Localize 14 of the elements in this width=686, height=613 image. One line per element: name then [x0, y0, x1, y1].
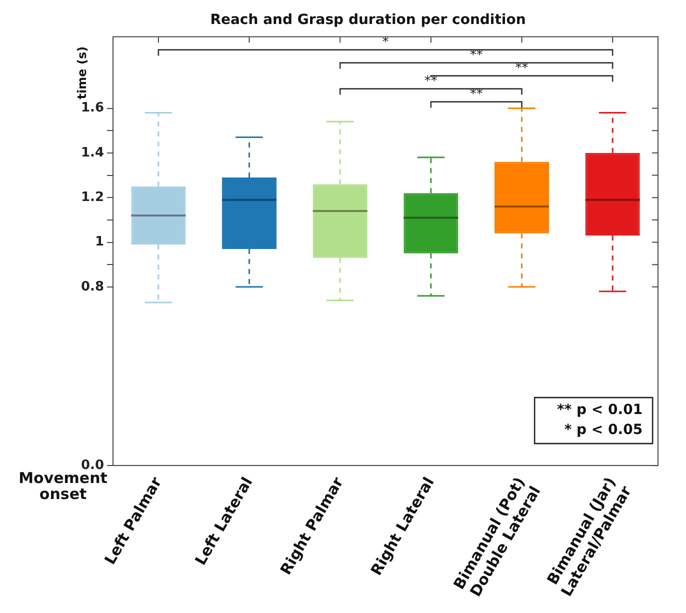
- y-tick-label: 1.6: [81, 100, 104, 116]
- annotation: * p < 0.05: [564, 422, 643, 438]
- y-tick-label: 1.2: [81, 190, 104, 205]
- annotation: ** p < 0.01: [557, 402, 643, 418]
- chart-title: Reach and Grasp duration per condition: [210, 12, 526, 28]
- annotation: **: [515, 61, 529, 76]
- annotation: **: [424, 74, 438, 90]
- y-tick-label: 0.8: [81, 279, 104, 294]
- annotation: *: [382, 35, 390, 50]
- y-tick-label: 1: [94, 234, 104, 250]
- y-axis-title: time (s): [75, 46, 90, 100]
- y-tick-label: 1.4: [81, 145, 104, 160]
- annotation: **: [470, 87, 484, 102]
- annotation: **: [470, 48, 484, 64]
